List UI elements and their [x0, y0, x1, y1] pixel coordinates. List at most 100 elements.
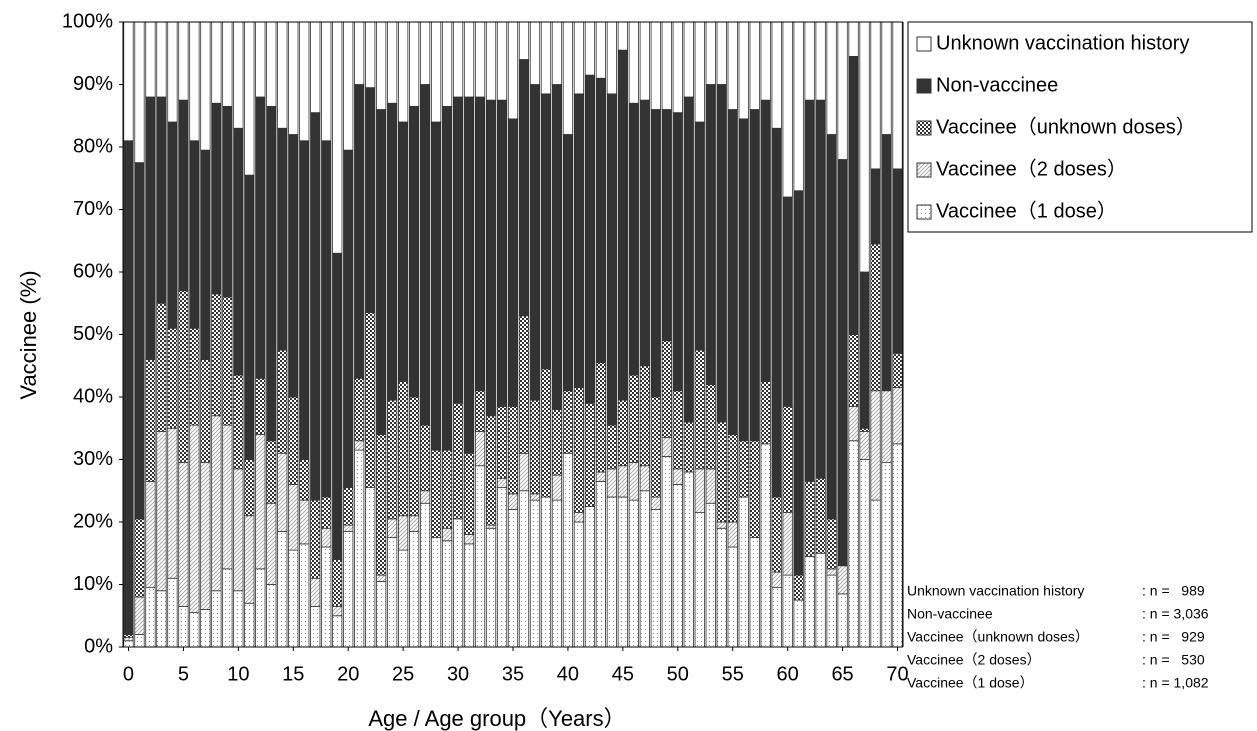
- bar-segment: [760, 380, 771, 445]
- bar-segment: [134, 21, 145, 164]
- bar-segment: [771, 127, 782, 498]
- bar-segment: [837, 21, 848, 160]
- bar-segment: [749, 440, 760, 539]
- bar-segment: [892, 352, 903, 389]
- legend-swatch: [916, 162, 932, 178]
- x-tick-label: 50: [667, 663, 689, 685]
- bar-segment: [661, 21, 672, 110]
- bar-segment: [123, 21, 134, 142]
- count-label: Vaccinee（2 doses）: [907, 652, 1041, 668]
- bar-segment: [288, 484, 299, 551]
- bar-segment: [562, 452, 574, 648]
- count-value: : n = 1,082: [1142, 675, 1209, 691]
- bar-segment: [266, 440, 277, 504]
- bar-segment: [376, 109, 387, 435]
- x-tick-label: 25: [392, 663, 414, 685]
- bar-segment: [793, 190, 804, 576]
- x-tick-label: 65: [831, 663, 853, 685]
- bar-segment: [870, 243, 881, 392]
- bar-segment: [233, 21, 244, 129]
- bar-segment: [167, 21, 178, 123]
- bar-segment: [716, 21, 727, 85]
- legend-swatch: [916, 36, 932, 52]
- bar-segment: [485, 21, 497, 101]
- bar-segment: [617, 465, 628, 498]
- y-tick-label: 70%: [73, 198, 113, 220]
- bar-segment: [892, 21, 903, 170]
- bar-segment: [584, 21, 596, 76]
- bar-segment: [562, 21, 574, 135]
- bar-segment: [705, 468, 716, 504]
- bar-segment: [310, 112, 321, 501]
- bar-segment: [430, 449, 442, 539]
- bar-segment: [365, 21, 376, 89]
- bar-segment: [837, 159, 848, 567]
- bar-segment: [134, 162, 145, 520]
- bar-segment: [804, 21, 815, 101]
- bar-segment: [518, 490, 530, 648]
- bar-segment: [606, 21, 617, 95]
- bar-segment: [848, 334, 859, 407]
- bar-segment: [430, 21, 442, 123]
- bar-segment: [485, 527, 497, 648]
- count-label: Non-vaccinee: [907, 606, 993, 622]
- bar-segment: [771, 496, 782, 573]
- bar-segment: [661, 455, 672, 648]
- bar-segment: [815, 99, 826, 479]
- bar-segment: [222, 296, 233, 426]
- bar-segment: [419, 21, 431, 85]
- bar-segment: [244, 459, 255, 517]
- bar-segment: [419, 490, 431, 504]
- bar-segment: [321, 546, 332, 648]
- bar-segment: [705, 84, 716, 385]
- bar-segment: [288, 396, 299, 485]
- bar-segment: [507, 118, 519, 407]
- y-tick-label: 60%: [73, 260, 113, 282]
- legend-label: Non-vaccinee: [936, 74, 1058, 96]
- bar-segment: [430, 537, 442, 648]
- bar-segment: [332, 605, 343, 617]
- bar-segment: [518, 59, 530, 317]
- bar-segment: [716, 421, 727, 523]
- legend-swatch: [916, 120, 932, 136]
- bar-segment: [826, 568, 837, 576]
- bar-segment: [145, 96, 156, 360]
- x-tick-label: 40: [557, 663, 579, 685]
- bar-segment: [387, 102, 398, 401]
- bar-segment: [299, 459, 310, 501]
- bar-segment: [573, 387, 585, 514]
- bar-segment: [507, 509, 519, 648]
- bar-segment: [452, 402, 464, 520]
- y-tick-label: 20%: [73, 510, 113, 532]
- bar-segment: [848, 55, 859, 335]
- bar-segment: [573, 512, 585, 523]
- bar-segment: [595, 362, 607, 473]
- bar-segment: [343, 149, 354, 489]
- bar-segment: [376, 580, 387, 648]
- bar-segment: [387, 21, 398, 104]
- x-tick-label: 15: [282, 663, 304, 685]
- y-tick-label: 100%: [62, 10, 113, 32]
- bar-segment: [584, 402, 596, 507]
- bar-segment: [430, 121, 442, 451]
- bar-segment: [485, 99, 497, 417]
- bar-segment: [354, 449, 365, 648]
- bar-segment: [639, 490, 650, 648]
- bar-segment: [716, 84, 727, 423]
- count-value: : n = 530: [1142, 652, 1205, 668]
- bar-segment: [200, 149, 211, 360]
- bar-segment: [727, 434, 738, 523]
- x-tick-label: 45: [612, 663, 634, 685]
- bar-segment: [760, 21, 771, 101]
- bar-segment: [463, 452, 475, 535]
- bar-segment: [200, 359, 211, 464]
- bar-segment: [474, 465, 486, 648]
- bar-segment: [738, 440, 749, 498]
- bar-segment: [332, 252, 343, 560]
- bar-segment: [211, 102, 222, 295]
- bar-segment: [672, 484, 683, 648]
- bar-segment: [881, 390, 892, 464]
- bar-segment: [617, 49, 628, 401]
- bar-segment: [474, 430, 486, 467]
- x-tick-label: 0: [123, 663, 134, 685]
